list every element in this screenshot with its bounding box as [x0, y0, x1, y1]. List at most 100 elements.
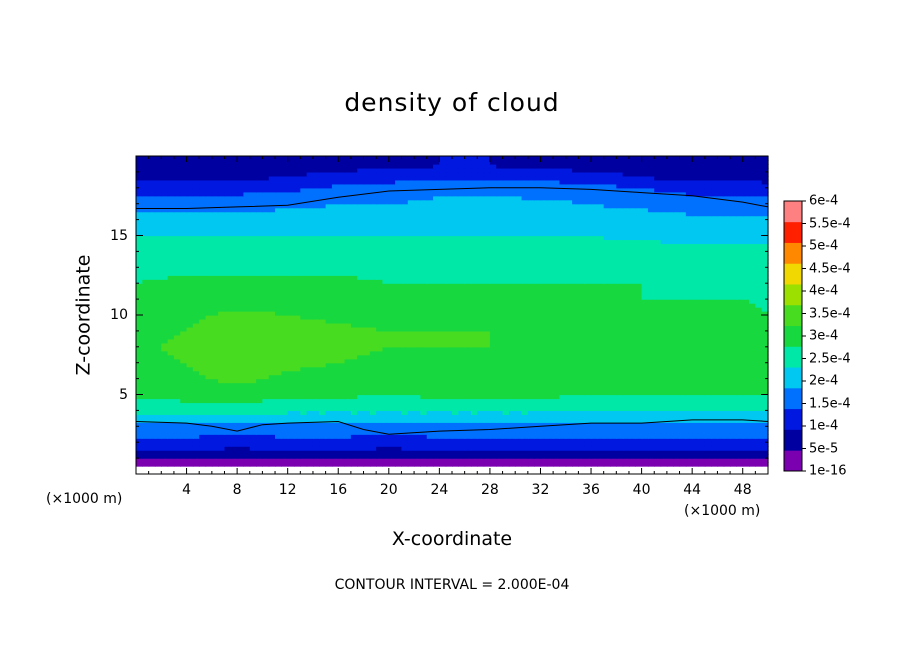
- heatmap-cell: [376, 271, 384, 276]
- heatmap-cell: [534, 315, 542, 320]
- heatmap-cell: [281, 382, 289, 388]
- heatmap-field: [136, 156, 769, 467]
- heatmap-cell: [597, 438, 605, 443]
- heatmap-cell: [199, 402, 207, 408]
- heatmap-cell: [420, 454, 428, 459]
- heatmap-cell: [136, 358, 143, 364]
- heatmap-cell: [338, 462, 346, 467]
- heatmap-cell: [395, 354, 403, 360]
- heatmap-cell: [723, 315, 731, 320]
- heatmap-cell: [723, 414, 731, 419]
- heatmap-cell: [679, 287, 687, 292]
- heatmap-cell: [388, 414, 396, 419]
- heatmap-cell: [761, 350, 769, 356]
- heatmap-cell: [527, 422, 535, 427]
- heatmap-cell: [458, 279, 466, 284]
- heatmap-cell: [369, 382, 377, 388]
- heatmap-cell: [414, 267, 421, 272]
- heatmap-cell: [591, 287, 598, 292]
- heatmap-cell: [363, 287, 371, 292]
- heatmap-cell: [654, 438, 662, 443]
- heatmap-cell: [723, 279, 731, 284]
- heatmap-cell: [496, 315, 504, 320]
- heatmap-cell: [464, 346, 472, 352]
- heatmap-cell: [685, 454, 693, 459]
- heatmap-cell: [154, 414, 162, 419]
- heatmap-cell: [616, 346, 624, 352]
- heatmap-cell: [755, 295, 763, 300]
- heatmap-cell: [294, 362, 301, 368]
- heatmap-cell: [470, 271, 478, 276]
- heatmap-cell: [622, 303, 630, 308]
- heatmap-cell: [553, 450, 561, 455]
- heatmap-cell: [287, 275, 295, 280]
- heatmap-cell: [704, 414, 712, 419]
- heatmap-cell: [515, 442, 523, 447]
- heatmap-cell: [755, 303, 763, 308]
- heatmap-cell: [275, 322, 282, 328]
- heatmap-cell: [572, 378, 579, 384]
- heatmap-cell: [534, 295, 542, 300]
- heatmap-cell: [540, 414, 548, 419]
- heatmap-cell: [325, 434, 333, 439]
- heatmap-cell: [275, 426, 282, 431]
- heatmap-cell: [452, 358, 459, 364]
- heatmap-cell: [540, 462, 548, 467]
- heatmap-cell: [502, 390, 510, 396]
- heatmap-cell: [256, 350, 263, 356]
- heatmap-cell: [249, 458, 257, 463]
- heatmap-cell: [237, 414, 245, 419]
- heatmap-cell: [186, 462, 194, 467]
- heatmap-cell: [420, 346, 428, 352]
- heatmap-cell: [723, 434, 731, 439]
- heatmap-cell: [249, 350, 257, 356]
- heatmap-cell: [692, 462, 700, 467]
- heatmap-cell: [224, 287, 232, 292]
- heatmap-cell: [635, 267, 643, 272]
- heatmap-cell: [268, 295, 276, 300]
- heatmap-cell: [331, 346, 339, 352]
- heatmap-cell: [742, 346, 750, 352]
- heatmap-cell: [306, 326, 314, 332]
- heatmap-cell: [167, 271, 175, 276]
- heatmap-cell: [382, 315, 390, 320]
- heatmap-cell: [287, 410, 295, 415]
- heatmap-cell: [654, 370, 662, 376]
- heatmap-cell: [154, 442, 162, 447]
- heatmap-cell: [161, 283, 169, 288]
- heatmap-cell: [489, 434, 497, 439]
- heatmap-cell: [742, 414, 750, 419]
- heatmap-cell: [628, 350, 636, 356]
- heatmap-cell: [534, 406, 542, 411]
- heatmap-cell: [186, 370, 194, 376]
- heatmap-cell: [294, 370, 301, 376]
- heatmap-cell: [666, 358, 674, 364]
- heatmap-cell: [483, 350, 491, 356]
- heatmap-cell: [749, 299, 756, 304]
- heatmap-cell: [711, 442, 719, 447]
- heatmap-cell: [167, 307, 175, 312]
- heatmap-cell: [167, 402, 175, 408]
- heatmap-cell: [723, 334, 731, 340]
- heatmap-cell: [692, 299, 700, 304]
- heatmap-cell: [420, 362, 428, 368]
- heatmap-cell: [230, 307, 238, 312]
- heatmap-cell: [363, 422, 371, 427]
- heatmap-cell: [521, 287, 529, 292]
- heatmap-cell: [243, 342, 251, 348]
- heatmap-cell: [711, 426, 719, 431]
- heatmap-cell: [679, 279, 687, 284]
- heatmap-cell: [610, 386, 617, 392]
- heatmap-cell: [407, 402, 415, 408]
- heatmap-cell: [717, 307, 725, 312]
- heatmap-cell: [211, 267, 219, 272]
- heatmap-cell: [275, 330, 282, 336]
- heatmap-cell: [205, 267, 213, 272]
- heatmap-cell: [698, 283, 706, 288]
- heatmap-cell: [420, 307, 428, 312]
- heatmap-cell: [565, 346, 573, 352]
- heatmap-cell: [275, 442, 282, 447]
- heatmap-cell: [704, 366, 712, 372]
- heatmap-cell: [622, 422, 630, 427]
- heatmap-cell: [154, 386, 162, 392]
